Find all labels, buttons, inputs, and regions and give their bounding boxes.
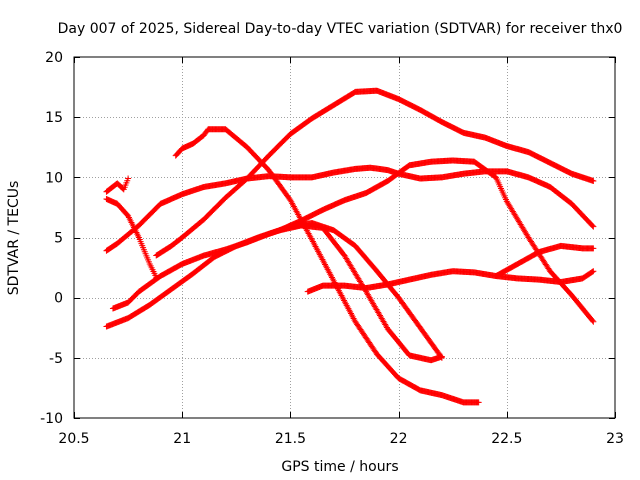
y-tick-label: 5: [54, 231, 63, 247]
y-tick-label: 20: [45, 50, 63, 66]
x-axis-label: GPS time / hours: [281, 459, 398, 475]
y-tick-label: -10: [40, 411, 63, 427]
y-tick-label: 15: [45, 110, 63, 126]
data-point: [590, 318, 597, 325]
data-point: [589, 317, 596, 324]
series-s3: [103, 175, 132, 195]
x-tick-label: 22: [390, 431, 408, 447]
x-tick-label: 22.5: [491, 431, 522, 447]
data-point: [589, 268, 596, 275]
series-s6: [153, 87, 597, 259]
data-point: [590, 223, 597, 230]
x-tick-label: 21.5: [275, 431, 306, 447]
series-s2: [103, 195, 160, 281]
y-axis-label: SDTVAR / TECUs: [6, 181, 22, 296]
x-tick-label: 20.5: [58, 431, 89, 447]
data-points: [103, 87, 597, 406]
data-point: [590, 268, 597, 275]
y-tick-label: 0: [54, 291, 63, 307]
data-point: [475, 399, 482, 406]
y-tick-label: 10: [45, 170, 63, 186]
data-point: [589, 222, 596, 229]
data-point: [438, 353, 445, 360]
data-point: [590, 177, 597, 184]
data-point: [590, 245, 597, 252]
plot-frame: [73, 56, 616, 419]
chart-title: Day 007 of 2025, Sidereal Day-to-day VTE…: [58, 21, 623, 37]
y-tick-label: -5: [49, 351, 63, 367]
x-tick-label: 21: [173, 431, 191, 447]
series-s8: [276, 157, 597, 325]
data-point: [125, 175, 132, 182]
x-tick-label: 23: [606, 431, 624, 447]
series-s9: [304, 268, 597, 295]
axis-ticks: 20.5 21 21.5 22 22.5 23 -10 -5 0 5 10 15 20: [40, 50, 624, 447]
series-s10: [492, 242, 597, 280]
series-s7: [172, 126, 482, 406]
